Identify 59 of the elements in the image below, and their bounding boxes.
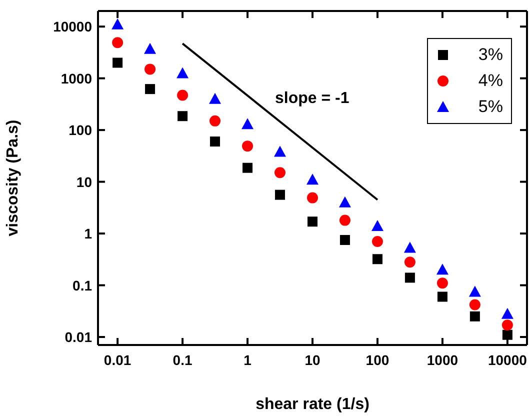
point — [404, 242, 416, 253]
y-axis-title: viscosity (Pa.s) — [4, 120, 22, 236]
point — [242, 140, 254, 152]
point — [339, 214, 350, 226]
point — [177, 90, 188, 101]
legend-label: 5% — [478, 97, 503, 117]
point — [176, 67, 189, 78]
x-tick-label: 1000 — [426, 352, 458, 368]
point — [404, 256, 416, 268]
y-tick-label: 1000 — [60, 70, 92, 86]
point — [144, 64, 156, 75]
point — [340, 234, 350, 245]
annotation: slope = -1 — [275, 90, 350, 108]
point — [274, 146, 286, 157]
point — [178, 111, 188, 122]
point — [274, 167, 286, 178]
point — [501, 308, 514, 319]
x-axis-title: shear rate (1/s) — [256, 396, 370, 413]
point — [502, 330, 512, 340]
x-tick-label: 10000 — [488, 352, 528, 368]
y-tick-label: 10 — [76, 174, 92, 190]
point — [469, 299, 480, 310]
x-tick-label: 1 — [244, 352, 252, 368]
point — [145, 84, 156, 94]
point — [468, 286, 481, 297]
point — [307, 192, 318, 204]
x-tick-label: 0.01 — [104, 352, 132, 368]
point — [372, 236, 383, 248]
point — [470, 311, 480, 322]
point — [112, 18, 124, 30]
legend-label: 3% — [478, 45, 503, 65]
point — [437, 292, 448, 302]
y-tick-label: 0.01 — [64, 328, 92, 345]
point — [372, 254, 382, 264]
point — [210, 136, 220, 147]
point — [210, 115, 221, 126]
point — [209, 92, 222, 104]
point — [308, 216, 318, 227]
y-tick-label: 10000 — [53, 18, 92, 35]
point — [242, 162, 253, 173]
point — [144, 42, 156, 54]
x-tick-label: 0.1 — [172, 352, 192, 368]
point — [371, 220, 384, 231]
point — [436, 264, 448, 275]
point — [274, 190, 285, 200]
point — [112, 58, 123, 68]
y-tick-label: 100 — [68, 122, 92, 138]
point — [436, 278, 448, 289]
point — [242, 118, 254, 130]
point — [502, 320, 513, 331]
point — [404, 272, 415, 283]
point — [338, 196, 351, 208]
y-tick-label: 1 — [84, 226, 92, 242]
x-tick-label: 10 — [304, 352, 320, 368]
point — [306, 174, 318, 185]
y-tick-label: 0.1 — [72, 277, 92, 294]
legend-label: 4% — [478, 71, 503, 91]
x-tick-label: 100 — [366, 352, 390, 368]
point — [112, 37, 124, 48]
